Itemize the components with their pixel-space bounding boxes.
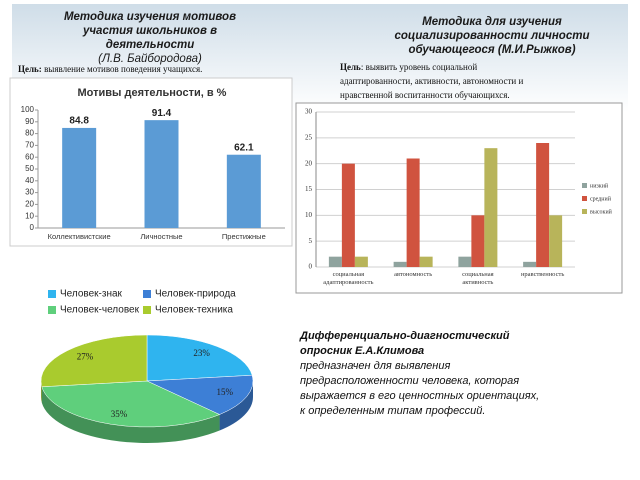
legend-swatch <box>143 306 151 314</box>
left-heading: деятельности <box>106 39 195 51</box>
legend-label: средний <box>590 195 612 202</box>
goal-text: : выявить уровень социальной <box>361 62 478 72</box>
klimov-title: Дифференциально-диагностический <box>299 330 510 342</box>
y-tick-label: 50 <box>25 164 34 173</box>
y-tick-label: 10 <box>25 211 34 220</box>
bar <box>523 261 537 267</box>
bar <box>144 120 179 228</box>
klimov-text: выражается в его ценностных ориентациях, <box>300 390 539 402</box>
y-tick-label: 0 <box>309 263 313 271</box>
bar <box>484 148 498 267</box>
data-label: 23% <box>193 348 210 358</box>
y-tick-label: 15 <box>305 185 313 193</box>
left-heading: Методика изучения мотивов <box>64 11 236 23</box>
bar <box>471 215 485 267</box>
pie-slice <box>41 380 221 428</box>
goal-label: Цель: <box>18 64 42 74</box>
y-tick-label: 60 <box>25 152 34 161</box>
pie-slice <box>40 334 148 388</box>
x-tick-label: Личностные <box>140 232 182 241</box>
klimov-text: предрасположенности человека, которая <box>300 375 519 387</box>
legend-swatch <box>582 183 587 188</box>
y-tick-label: 40 <box>25 176 34 185</box>
right-heading: Методика для изучения <box>422 16 562 28</box>
legend-swatch <box>582 209 587 214</box>
svg-text:Цель: выявление мотивов поведе: Цель: выявление мотивов поведения учащих… <box>18 64 202 74</box>
y-tick-label: 30 <box>305 108 313 116</box>
legend-swatch <box>48 306 56 314</box>
bar <box>62 127 97 228</box>
bar <box>393 261 407 267</box>
goal-text: нравственной воспитанности обучающихся. <box>340 90 510 100</box>
right-heading: социализированности личности <box>395 30 590 42</box>
goal-text: выявление мотивов поведения учащихся. <box>44 64 202 74</box>
x-tick-label: социальная адаптированность <box>323 271 373 286</box>
pie-side <box>219 381 253 431</box>
data-label: 15% <box>217 387 234 397</box>
y-tick-label: 90 <box>25 117 34 126</box>
y-tick-label: 5 <box>309 237 313 245</box>
data-label: 91.4 <box>152 108 172 119</box>
left-heading: (Л.В. Байбородова) <box>98 53 202 65</box>
data-label: 27% <box>77 351 94 361</box>
bar <box>341 163 355 267</box>
data-label: 62.1 <box>234 142 254 153</box>
bar <box>406 158 420 267</box>
y-tick-label: 30 <box>25 188 34 197</box>
y-tick-label: 20 <box>305 159 313 167</box>
x-tick-label: Коллективистские <box>48 232 111 241</box>
bar <box>458 256 472 267</box>
y-tick-label: 10 <box>305 211 313 219</box>
goal-label: Цель <box>340 62 361 72</box>
data-label: 84.8 <box>69 116 89 127</box>
y-tick-label: 70 <box>25 141 34 150</box>
pie-side <box>41 386 220 443</box>
svg-text:Цель: выявить уровень социальн: Цель: выявить уровень социальной <box>340 62 477 72</box>
x-tick-label: социальная активность <box>462 271 494 286</box>
klimov-text: предназначен для выявления <box>300 360 450 372</box>
bar <box>419 256 433 267</box>
bar <box>226 154 261 228</box>
right-heading: обучающегося (М.И.Рыжков) <box>408 44 575 56</box>
x-tick-label: Престижные <box>222 232 266 241</box>
legend-label: Человек-природа <box>155 289 236 300</box>
legend-swatch <box>48 290 56 298</box>
legend-label: высокий <box>590 208 613 215</box>
goal-text: адаптированности, активности, автономнос… <box>340 76 523 86</box>
klimov-title: опросник Е.А.Климова <box>300 345 424 357</box>
bar <box>328 256 342 267</box>
y-tick-label: 20 <box>25 200 34 209</box>
chart-title: Мотивы деятельности, в % <box>78 87 227 99</box>
bar <box>549 215 563 267</box>
y-tick-label: 80 <box>25 129 34 138</box>
bar <box>536 143 550 267</box>
legend-swatch <box>582 196 587 201</box>
legend-swatch <box>143 290 151 298</box>
x-tick-label: автономность <box>394 271 432 278</box>
legend-label: низкий <box>590 182 609 189</box>
left-heading: участия школьников в <box>82 25 217 37</box>
legend-label: Человек-знак <box>60 289 123 300</box>
x-tick-label: нравственность <box>521 271 564 278</box>
pie-slice <box>146 334 253 382</box>
bar <box>354 256 368 267</box>
pie-slice <box>146 374 254 415</box>
y-tick-label: 0 <box>30 223 35 232</box>
y-tick-label: 25 <box>305 133 313 141</box>
legend-label: Человек-человек <box>60 305 140 316</box>
data-label: 35% <box>111 409 128 419</box>
legend-label: Человек-техника <box>155 305 233 316</box>
klimov-text: к определенным типам профессий. <box>300 405 485 417</box>
y-tick-label: 100 <box>21 105 35 114</box>
